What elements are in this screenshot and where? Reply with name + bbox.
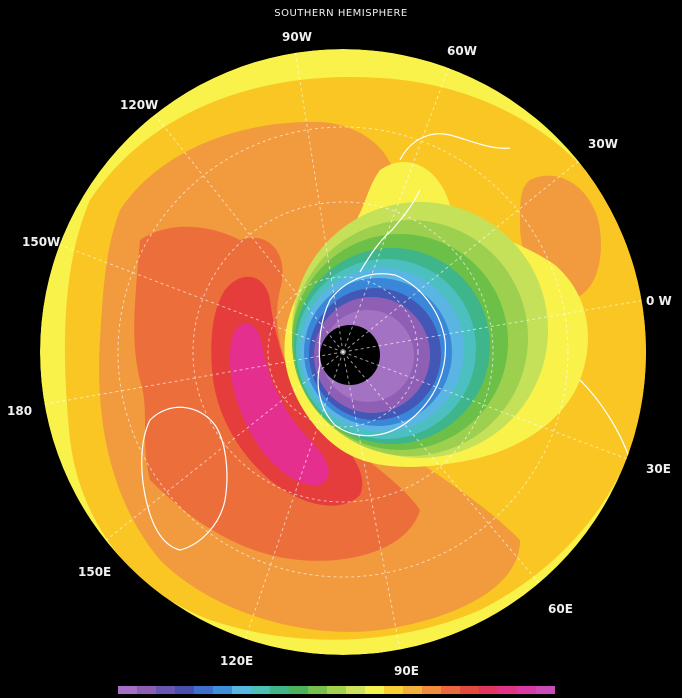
color-scale-swatch [137, 686, 156, 694]
color-scale-swatch [308, 686, 327, 694]
label-90e: 90E [394, 664, 419, 678]
south-america-coastline [399, 133, 511, 161]
color-scale-swatch [365, 686, 384, 694]
color-scale-swatch [156, 686, 175, 694]
color-scale-swatch [251, 686, 270, 694]
color-scale-swatch [118, 686, 137, 694]
color-scale-swatch [327, 686, 346, 694]
color-scale-swatch [403, 686, 422, 694]
color-scale-swatch [460, 686, 479, 694]
color-scale-swatch [289, 686, 308, 694]
label-0w: 0 W [646, 294, 672, 308]
color-scale-swatch [536, 686, 555, 694]
corner-block [594, 632, 682, 698]
color-scale-bar [118, 686, 555, 694]
color-scale-swatch [232, 686, 251, 694]
australia-coastline [141, 406, 228, 551]
color-scale-swatch [422, 686, 441, 694]
color-scale-swatch [384, 686, 403, 694]
color-scale-swatch [441, 686, 460, 694]
color-scale-swatch [346, 686, 365, 694]
color-scale-swatch [175, 686, 194, 694]
label-30e: 30E [646, 462, 671, 476]
map-title: SOUTHERN HEMISPHERE [274, 8, 408, 19]
color-scale-swatch [498, 686, 517, 694]
label-120w: 120W [120, 98, 159, 112]
magenta-region [230, 323, 329, 486]
color-scale-swatch [479, 686, 498, 694]
label-60e: 60E [548, 602, 573, 616]
label-180: 180 [7, 404, 33, 418]
color-scale-swatch [270, 686, 289, 694]
label-150w: 150W [22, 235, 61, 249]
label-60w: 60W [447, 44, 477, 58]
label-120e: 120E [220, 654, 254, 668]
antarctica-coastline [317, 189, 447, 437]
color-scale-swatch [194, 686, 213, 694]
color-scale-swatch [213, 686, 232, 694]
label-30w: 30W [588, 137, 618, 151]
label-90w: 90W [282, 30, 312, 44]
color-scale-swatch [517, 686, 536, 694]
label-150e: 150E [78, 565, 112, 579]
